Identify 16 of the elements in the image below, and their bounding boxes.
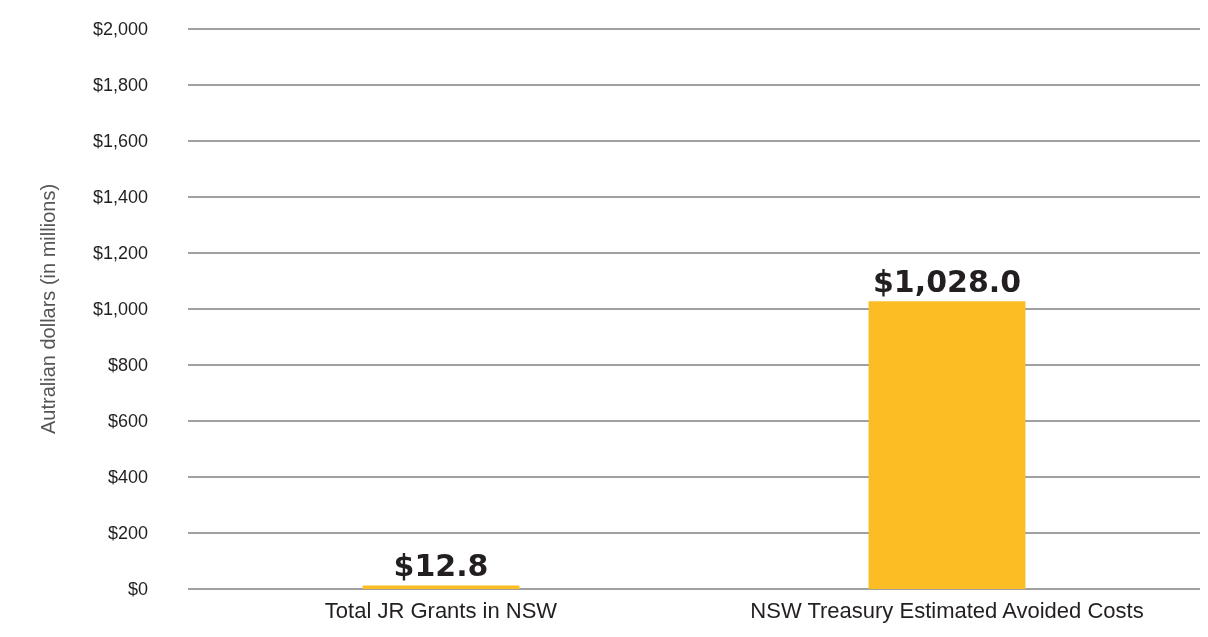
data-label: $1,028.0 [872, 263, 1022, 299]
y-tick-label: $2,000 [92, 19, 148, 39]
y-tick-label: $1,400 [92, 187, 148, 207]
y-axis-title: Autralian dollars (in millions) [37, 183, 59, 435]
y-tick-label: $1,000 [92, 299, 148, 319]
y-tick-label: $1,200 [92, 243, 148, 263]
y-tick-label: $800 [107, 355, 148, 375]
x-tick-label: Total JR Grants in NSW [324, 597, 558, 623]
y-tick-label: $1,600 [92, 131, 148, 151]
y-tick-label: $0 [127, 579, 148, 599]
x-tick-label: NSW Treasury Estimated Avoided Costs [750, 597, 1144, 623]
y-tick-label: $1,800 [92, 75, 148, 95]
y-tick-label: $400 [107, 467, 148, 487]
y-tick-label: $200 [107, 523, 148, 543]
y-tick-label: $600 [107, 411, 148, 431]
data-label: $12.8 [393, 547, 489, 583]
